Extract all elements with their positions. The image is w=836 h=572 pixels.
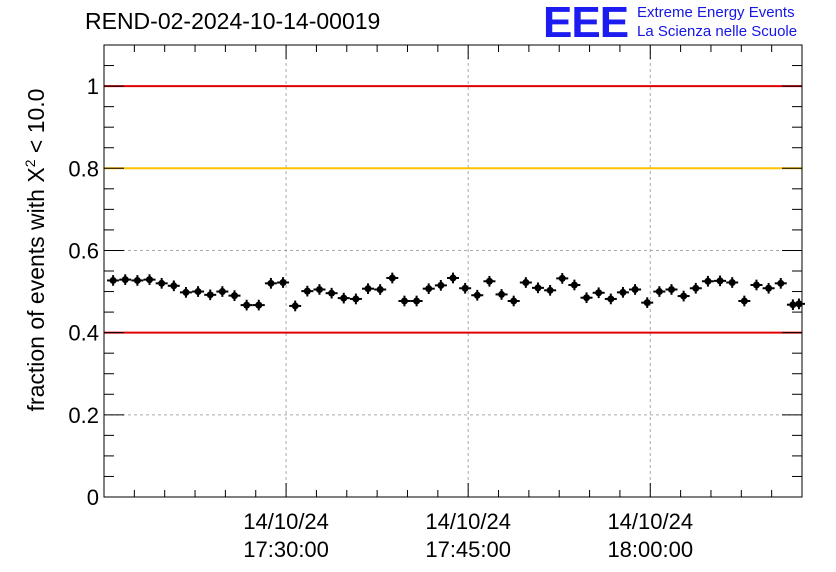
y-tick-label: 1 [87,74,99,99]
data-point [752,281,760,289]
data-point [109,276,117,284]
data-point [303,287,311,295]
x-tick-label-date: 14/10/24 [425,509,511,534]
data-point [522,279,530,287]
data-point [570,281,578,289]
data-point [692,284,700,292]
data-point [461,284,469,292]
data-point [121,276,129,284]
data-point [279,279,287,287]
x-tick-label-time: 17:45:00 [425,537,511,562]
data-point [243,301,251,309]
data-point [400,297,408,305]
data-point [170,282,178,290]
y-tick-label: 0.2 [68,403,99,428]
y-tick-label: 0.8 [68,156,99,181]
data-point [413,297,421,305]
data-point [364,285,372,293]
data-point [619,288,627,296]
data-point [340,294,348,302]
data-point [473,291,481,299]
data-point [534,284,542,292]
logo-line-2: La Scienza nelle Scuole [637,23,798,40]
data-point [182,288,190,296]
data-point [546,286,554,294]
eee-logo-caption: Extreme Energy Events La Scienza nelle S… [637,3,797,41]
eee-logo: EEE [543,0,629,47]
x-tick-label-time: 18:00:00 [607,537,693,562]
data-point [194,288,202,296]
data-point [607,295,615,303]
y-tick-label: 0.6 [68,238,99,263]
data-point [230,292,238,300]
data-point [595,289,603,297]
data-point [376,285,384,293]
data-point [740,297,748,305]
data-point [267,279,275,287]
data-point [583,294,591,302]
data-point [352,295,360,303]
data-point [315,285,323,293]
data-point [668,285,676,293]
data-point [485,277,493,285]
logo-line-1: Extreme Energy Events [637,4,795,21]
data-point [206,291,214,299]
data-point [680,292,688,300]
x-tick-label-time: 17:30:00 [243,537,329,562]
data-point [255,301,263,309]
data-point [425,285,433,293]
y-tick-label: 0 [87,485,99,510]
data-point [716,277,724,285]
data-point [328,289,336,297]
data-point [728,279,736,287]
data-point [158,279,166,287]
data-point [218,288,226,296]
plot-frame [103,44,803,498]
data-point [437,281,445,289]
data-point [655,288,663,296]
data-point [510,297,518,305]
data-point [795,300,803,308]
x-tick-label-date: 14/10/24 [607,509,693,534]
data-point [291,302,299,310]
data-point [765,284,773,292]
data-point [388,274,396,282]
x-tick-label-date: 14/10/24 [243,509,329,534]
data-point [449,274,457,282]
data-point [133,276,141,284]
data-point [146,276,154,284]
data-point [558,274,566,282]
data-point [498,290,506,298]
data-point [777,279,785,287]
chart-title: REND-02-2024-10-14-00019 [85,8,381,34]
data-point [643,299,651,307]
data-point [704,277,712,285]
y-tick-label: 0.4 [68,321,99,346]
data-point [631,285,639,293]
